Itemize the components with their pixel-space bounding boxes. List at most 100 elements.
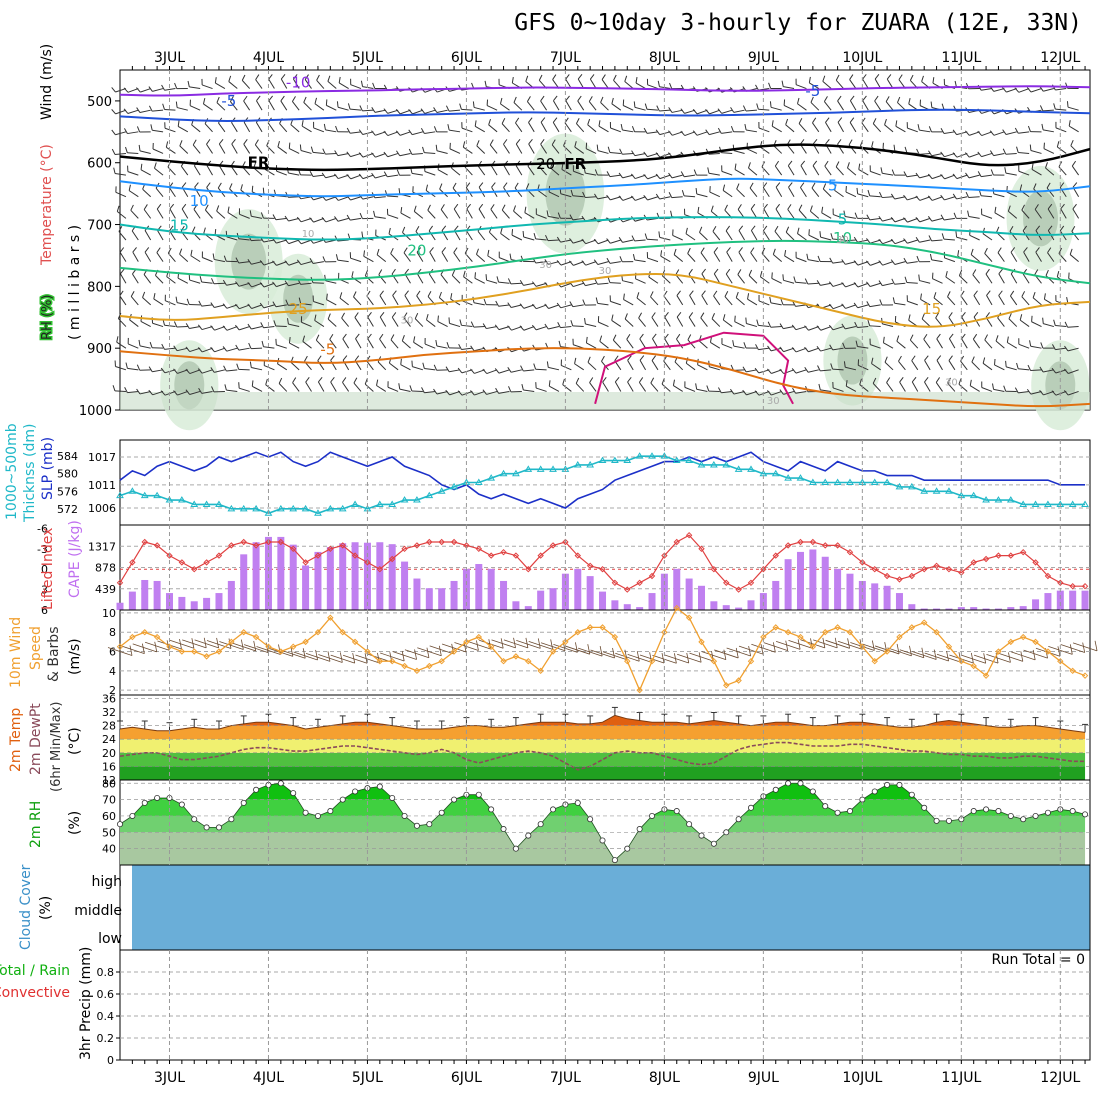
wind-barb-flag [466,203,472,210]
wind-barb [254,144,263,154]
wind-barb-flag [754,367,760,374]
surface-wind-barb-flag [587,644,591,655]
wind-barb [711,318,721,327]
wind-barb-flag [897,96,901,103]
wind-barb [597,261,609,265]
wind-barb-flag [123,108,129,114]
wind-barb [1005,131,1017,136]
date-label-bottom: 12JUL [1040,1070,1080,1086]
cape-bar [141,579,149,610]
wind-barb [289,342,300,349]
wind-barb [750,230,758,241]
wind-barb-flag [346,127,351,134]
rh-near-surface [120,392,1090,410]
wind-barb [748,167,758,176]
wind-barb [238,282,250,287]
wind-barb-flag [923,333,928,340]
lifted-point [710,565,718,573]
lifted-point [760,565,767,573]
wind-barb [886,382,894,392]
wind-barb [461,390,473,396]
wind-barb [213,282,225,285]
wind-barb [601,361,609,371]
wind-barb [687,253,696,262]
wind-barb-flag [243,95,248,102]
wind10-unit: (m/s) [67,638,83,675]
wind-barb [387,195,399,198]
wind-barb [132,251,139,262]
wind-barb-flag [837,139,842,145]
lifted-point [228,542,235,549]
wind-barb [503,165,510,176]
wind-barb [936,360,943,371]
wind-barb [387,152,399,158]
rh-point [735,816,742,823]
wind-speed-line [119,607,1086,692]
rh-contour-label: 30 [539,260,552,271]
wind-barb-flag [420,108,426,114]
wind-barb [807,282,819,285]
wind-barb-flag [607,146,611,153]
wind-barb [416,273,424,284]
wind-barb [266,145,275,154]
wind-barb [1030,88,1042,93]
wind-speed-point [624,657,631,665]
wind-barb [807,259,819,263]
wind-barb [1055,390,1067,396]
wind-barb [882,261,894,266]
wind-barb-flag [235,324,240,331]
wind-barb-flag [231,138,236,145]
wind-barb-flag [557,212,561,219]
wind-barb [862,100,869,111]
wind-barb [1030,369,1042,372]
wind-barb-flag [754,390,760,396]
wind-barb-flag [160,390,166,396]
lifted-point [859,559,866,566]
rh-point [970,808,977,815]
thickness-point [709,460,718,468]
wind-barb-flag [280,74,286,80]
wind-barb-flag [292,377,297,383]
wind-barb-flag [989,150,995,156]
temp-label-1: 2m Temp [8,708,24,772]
wind-barb-flag [639,333,644,340]
wind-barb [118,231,127,241]
wind-barb [214,304,226,308]
wind-barb [461,127,473,133]
wind-barb-flag [792,387,797,394]
lifted-point [203,559,210,566]
surface-wind-barb-flag [525,637,529,648]
isotherm-line [119,216,1091,241]
wind-barb [726,251,733,262]
wind-barb [115,191,127,198]
wind-barb [972,274,981,284]
wind-barb-flag [620,123,623,131]
wind-barb [312,174,324,178]
wind-barb-flag [404,290,409,296]
wind-barb [650,296,659,306]
wind-barb [870,170,881,176]
lifted-point [290,545,297,553]
wind-barb [935,382,943,392]
wind-barb-flag [927,195,933,201]
surface-wind-barb [788,639,813,649]
wind-barb-flag [657,80,660,87]
wind-barb [747,298,758,306]
wind-barb [627,360,634,371]
lifted-point [574,552,581,559]
wind-barb-flag [973,312,979,318]
wind-barb [239,326,250,331]
wind-barb [439,297,448,306]
wind-barb-flag [972,269,977,275]
wind-barb [276,282,287,288]
cape-bar [178,596,186,610]
rh-point [253,786,260,793]
wind-barb [622,239,634,243]
wind-barb [1060,208,1067,219]
wind-barb [389,362,399,371]
wind-barb-flag [298,297,302,304]
wind-barb [721,343,733,349]
wind-barb-flag [272,238,277,244]
wind-barb-flag [262,187,265,194]
wind-barb-flag [759,270,763,277]
